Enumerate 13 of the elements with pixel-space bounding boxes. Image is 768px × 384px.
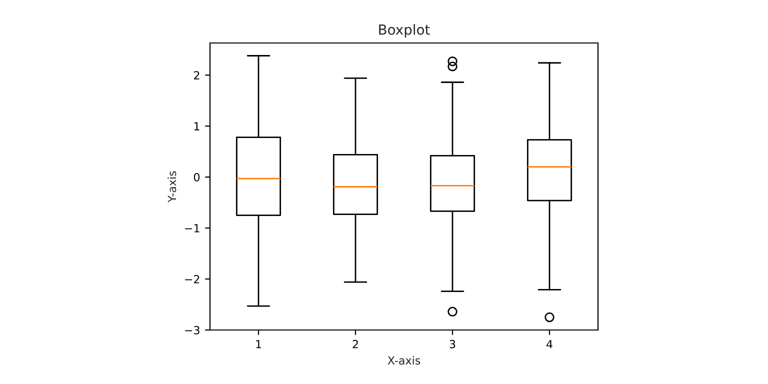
y-tick-label: 1 bbox=[194, 122, 200, 130]
x-tick-label: 4 bbox=[546, 340, 552, 348]
y-axis-title: Y-axis bbox=[168, 171, 176, 202]
y-tick-label: 2 bbox=[194, 71, 200, 80]
y-tick-label: 0 bbox=[194, 173, 200, 182]
y-tick-label: −2 bbox=[185, 275, 200, 284]
x-tick-label: 2 bbox=[352, 340, 358, 348]
x-tick-label: 3 bbox=[450, 340, 456, 348]
y-tick-label: −1 bbox=[185, 224, 200, 232]
x-tick-label: 1 bbox=[256, 340, 262, 348]
chart-title: Boxplot bbox=[379, 24, 430, 38]
x-axis-title: X-axis bbox=[388, 356, 420, 365]
y-tick-label: −3 bbox=[185, 326, 200, 334]
